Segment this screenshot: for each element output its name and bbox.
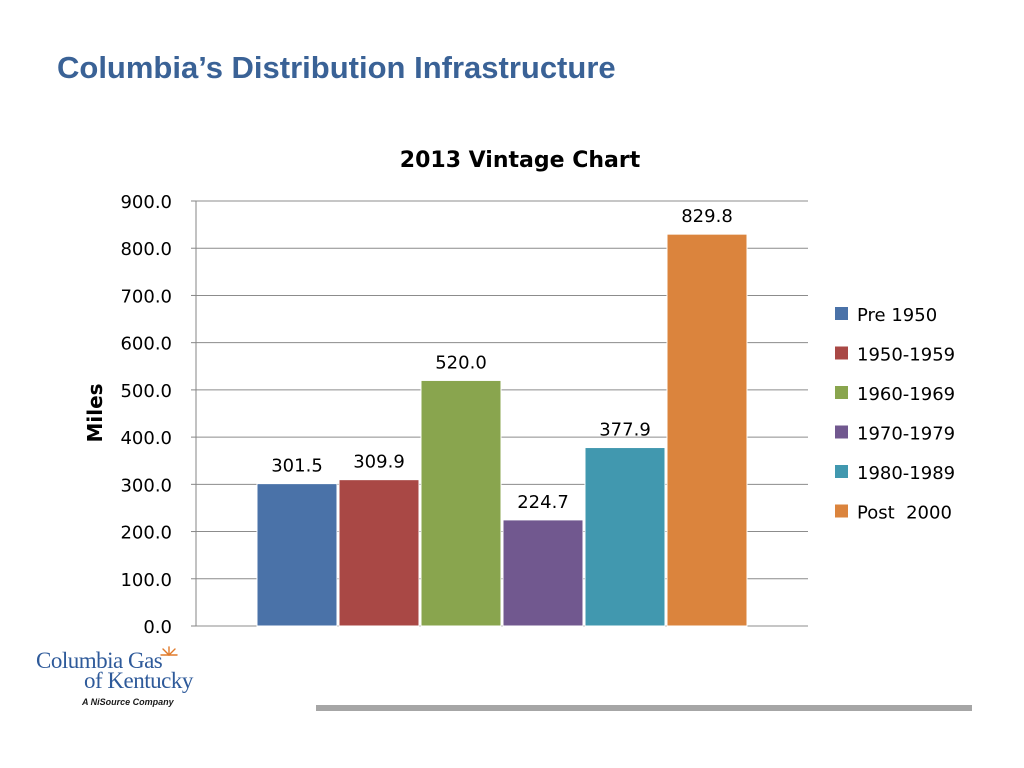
legend-label: Post 2000 xyxy=(857,503,952,524)
y-tick-label: 600.0 xyxy=(120,334,172,355)
y-tick-label: 100.0 xyxy=(120,570,172,591)
legend-label: 1960-1969 xyxy=(857,384,955,405)
y-tick-label: 300.0 xyxy=(120,475,172,496)
company-logo: Columbia Gas of Kentucky A NiSource Comp… xyxy=(36,646,193,710)
legend-swatch xyxy=(835,346,848,360)
bar-1970-1979 xyxy=(502,519,584,627)
slide-title: Columbia’s Distribution Infrastructure xyxy=(57,50,616,85)
bar-1960-1969 xyxy=(420,379,502,627)
y-tick-label: 200.0 xyxy=(120,523,172,544)
bar-1980-1989 xyxy=(584,447,666,627)
y-tick-label: 500.0 xyxy=(120,381,172,402)
legend-label: 1980-1989 xyxy=(857,463,955,484)
data-label: 377.9 xyxy=(599,420,651,441)
bars xyxy=(256,233,748,627)
y-axis-ticks: 0.0 100.0 200.0 300.0 400.0 500.0 600.0 700.0 80… xyxy=(120,192,196,638)
legend-swatch xyxy=(835,386,848,399)
data-label: 520.0 xyxy=(435,352,487,373)
legend-swatch xyxy=(835,425,848,439)
bar-post-2000 xyxy=(666,233,748,627)
legend-label: 1970-1979 xyxy=(857,424,955,445)
data-label: 224.7 xyxy=(517,492,569,513)
y-tick-label: 700.0 xyxy=(120,286,172,307)
logo-text-line2: of Kentucky xyxy=(84,668,193,693)
y-tick-label: 400.0 xyxy=(120,428,172,449)
footer-divider xyxy=(316,705,972,711)
logo-tagline: A NiSource Company xyxy=(82,697,174,707)
y-tick-label: 0.0 xyxy=(143,617,172,638)
logo-text-line1: Columbia Gas xyxy=(36,648,163,673)
chart-title: 2013 Vintage Chart xyxy=(400,148,641,173)
bar-pre-1950 xyxy=(256,483,338,627)
y-axis-label: Miles xyxy=(83,383,107,442)
bar-1950-1959 xyxy=(338,479,420,627)
y-tick-label: 800.0 xyxy=(120,239,172,260)
legend-swatch xyxy=(835,307,848,320)
data-label: 829.8 xyxy=(681,206,733,227)
legend-swatch xyxy=(835,504,848,518)
y-tick-label: 900.0 xyxy=(120,192,172,213)
data-label: 309.9 xyxy=(353,452,405,473)
legend: Pre 1950 1950-1959 1960-1969 1970-1979 1980-… xyxy=(835,305,955,524)
legend-label: 1950-1959 xyxy=(857,345,955,366)
flame-icon xyxy=(160,646,178,656)
data-label: 301.5 xyxy=(271,456,323,477)
data-labels: 301.5 309.9 520.0 224.7 377.9 829.8 xyxy=(271,206,733,513)
legend-label: Pre 1950 xyxy=(857,305,937,326)
legend-swatch xyxy=(835,465,848,478)
